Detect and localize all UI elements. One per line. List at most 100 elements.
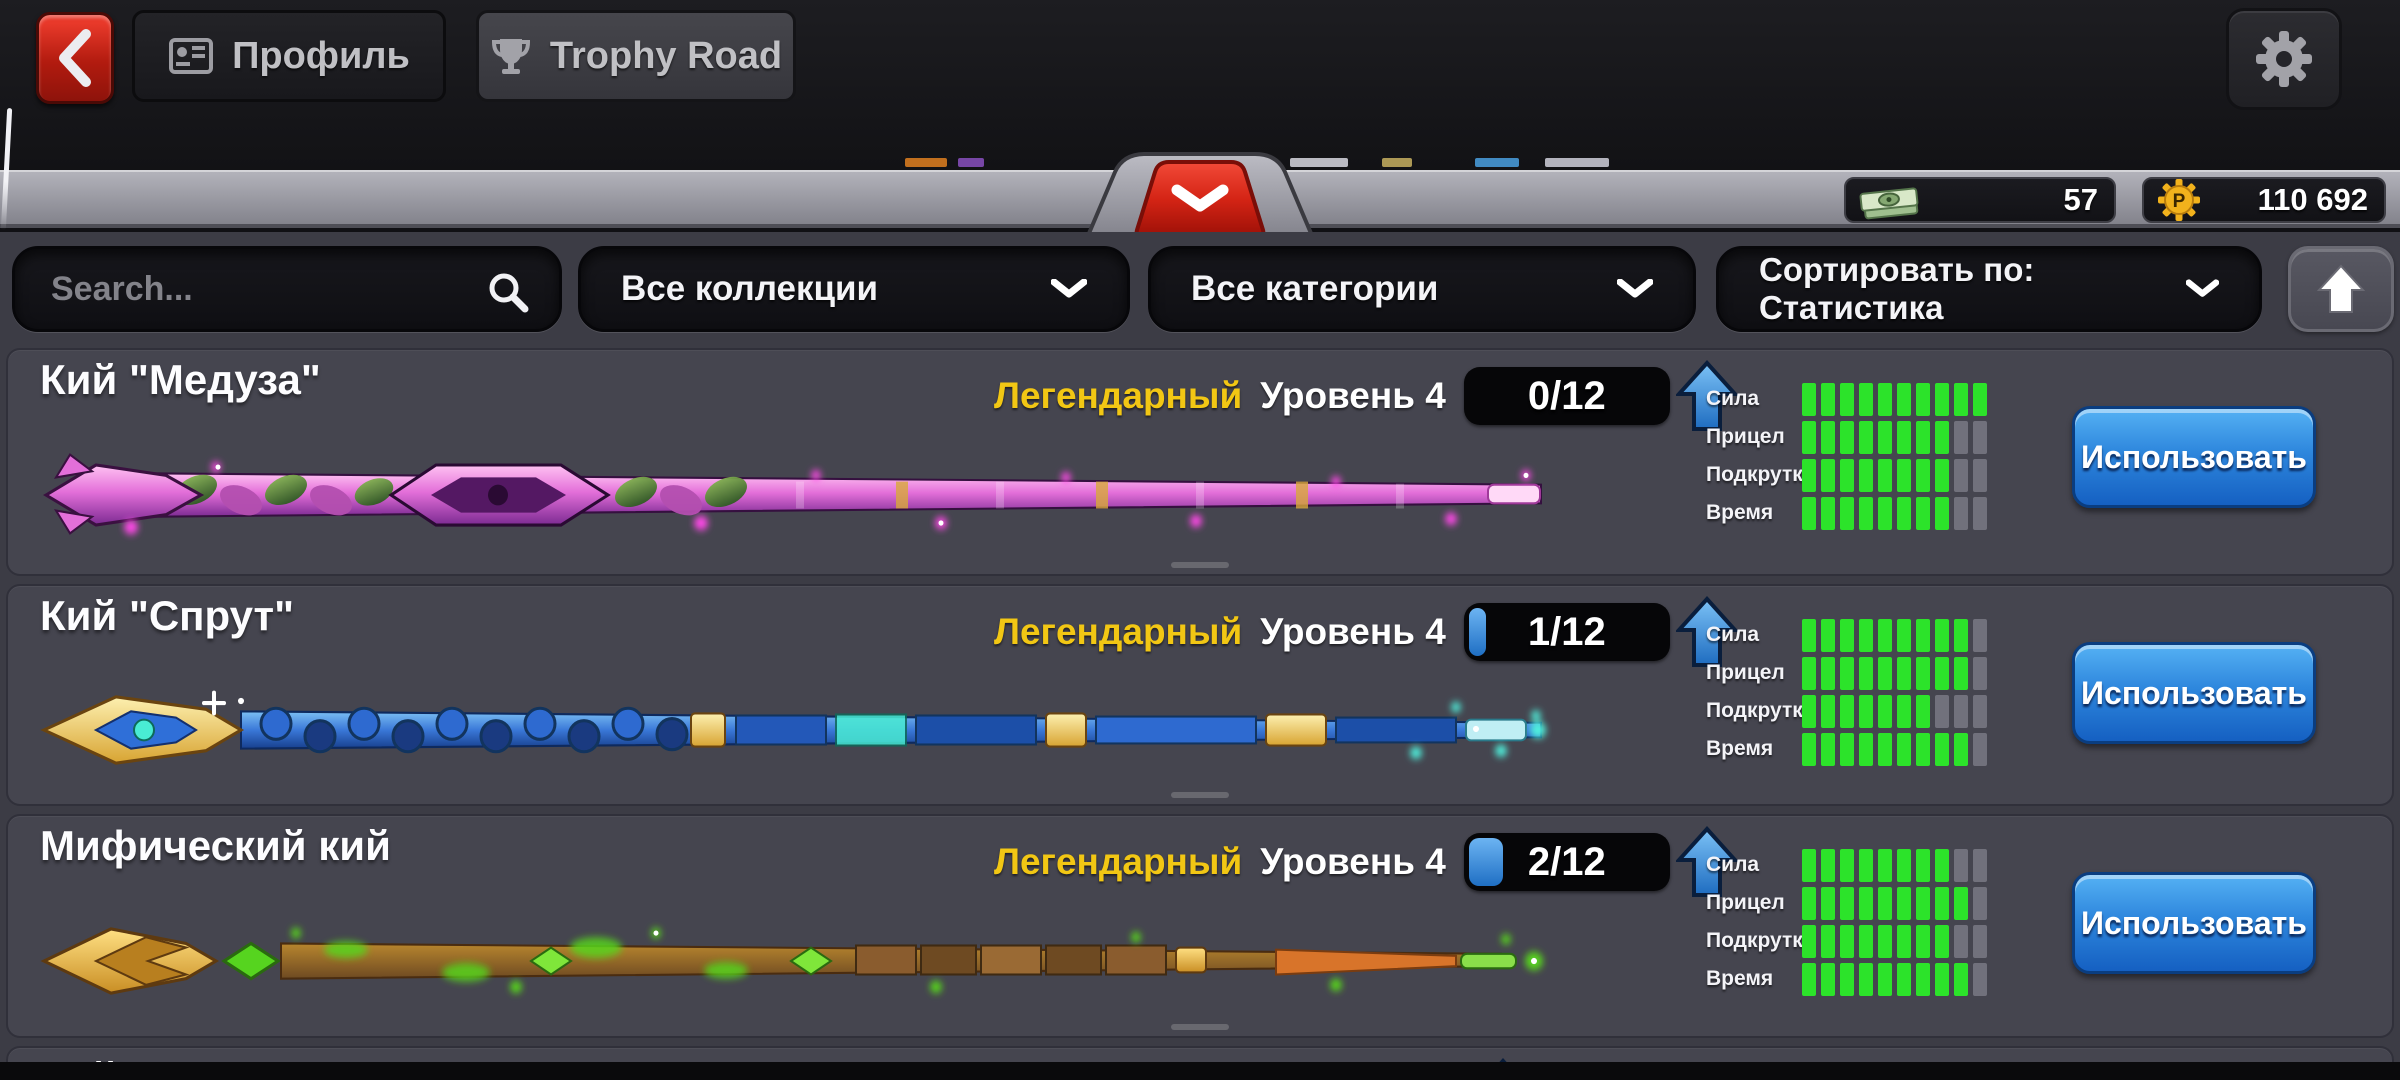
cue-row[interactable]: Кий "Спрут" Легендарный Уровень 4 1/12 xyxy=(6,584,2394,806)
stat-bars xyxy=(1802,924,1987,958)
chevron-down-icon xyxy=(1051,279,1087,298)
collapse-strip: 57 P 110 692 xyxy=(0,107,2400,238)
tab-profile-label: Профиль xyxy=(232,34,410,77)
profile-card-icon xyxy=(169,38,214,74)
cue-progress-fill xyxy=(1468,838,1504,886)
cue-row-partial[interactable]: Кий "М…" Легендарный 6/12 xyxy=(6,1046,2394,1062)
tab-profile[interactable]: Профиль xyxy=(132,10,446,102)
stat-label: Время xyxy=(1706,737,1774,760)
cue-name: Кий "Спрут" xyxy=(40,592,295,639)
stat-label: Подкрутка xyxy=(1706,463,1815,486)
cue-meta: Легендарный Уровень 4 0/12 xyxy=(994,360,1738,432)
row-drag-dash xyxy=(1171,1024,1229,1030)
use-cue-button[interactable]: Использовать xyxy=(2072,642,2316,744)
cue-list-panel: Все коллекции Все категории Сортировать … xyxy=(0,232,2400,1062)
cue-image-sprut xyxy=(36,672,1566,788)
search-input[interactable] xyxy=(49,249,479,329)
use-cue-button[interactable]: Использовать xyxy=(2072,406,2316,508)
cue-level: Уровень 4 xyxy=(1260,841,1446,882)
svg-text:P: P xyxy=(2173,191,2186,212)
stat-bars xyxy=(1802,732,1987,766)
stat-bars xyxy=(1802,694,1987,728)
stat-bars xyxy=(1802,382,1987,416)
stat-label: Сила xyxy=(1706,387,1760,410)
stat-label: Подкрутка xyxy=(1706,929,1815,952)
search-box[interactable] xyxy=(12,246,562,332)
cue-name: Кий "М…" xyxy=(40,1054,246,1062)
back-button[interactable] xyxy=(36,12,114,104)
cue-progress-fill xyxy=(1468,608,1486,656)
cue-level: Уровень 4 xyxy=(1260,611,1446,652)
clipped-banner-fragment xyxy=(905,158,947,167)
stat-label: Время xyxy=(1706,967,1774,990)
stat-bars xyxy=(1802,848,1987,882)
chevron-down-icon xyxy=(1617,279,1653,298)
cue-stats: Сила Прицел Подкрутка Время xyxy=(1706,846,1987,998)
stat-label: Прицел xyxy=(1706,425,1785,448)
search-icon xyxy=(489,273,529,313)
stat-label: Подкрутка xyxy=(1706,699,1815,722)
stat-bars xyxy=(1802,886,1987,920)
cue-progress-text: 2/12 xyxy=(1527,839,1606,884)
cue-name: Мифический кий xyxy=(40,822,391,869)
sort-direction-button[interactable] xyxy=(2288,246,2394,332)
cue-progress-text: 0/12 xyxy=(1527,373,1606,418)
upgrade-arrow-icon[interactable] xyxy=(1675,826,1738,898)
upgrade-arrow-icon[interactable] xyxy=(1675,596,1738,668)
clipped-banner-fragment xyxy=(1290,158,1348,167)
sort-dropdown-value: Сортировать по: Статистика xyxy=(1759,251,2035,326)
stat-label: Сила xyxy=(1706,853,1760,876)
cue-level: Уровень 4 xyxy=(1260,375,1446,416)
cue-stats: Сила Прицел Подкрутка Время xyxy=(1706,616,1987,768)
stat-label: Сила xyxy=(1706,623,1760,646)
cash-value: 57 xyxy=(2063,182,2098,217)
cue-image-mythic xyxy=(36,902,1566,1018)
cue-progress-pill: 2/12 xyxy=(1463,833,1670,891)
cue-meta: Легендарный 6/12 xyxy=(994,1058,1534,1062)
currency-bar: 57 P 110 692 xyxy=(1844,177,2386,223)
cash-counter[interactable]: 57 xyxy=(1844,177,2116,223)
coins-value: 110 692 xyxy=(2257,182,2368,217)
upgrade-arrow-icon[interactable] xyxy=(1675,360,1738,432)
stat-bars xyxy=(1802,618,1987,652)
cue-rarity: Легендарный xyxy=(994,841,1243,882)
stat-bars xyxy=(1802,420,1987,454)
cash-icon xyxy=(1859,187,1919,220)
chevron-down-icon xyxy=(1171,184,1229,212)
stat-label: Прицел xyxy=(1706,891,1785,914)
categories-dropdown[interactable]: Все категории xyxy=(1148,246,1696,332)
stat-bars xyxy=(1802,962,1987,996)
cue-meta: Легендарный Уровень 4 1/12 xyxy=(994,596,1738,668)
collections-dropdown[interactable]: Все коллекции xyxy=(578,246,1130,332)
coins-counter[interactable]: P 110 692 xyxy=(2142,177,2386,223)
collections-dropdown-value: Все коллекции xyxy=(621,269,879,308)
arrow-up-icon xyxy=(2317,264,2365,313)
clipped-banner-fragment xyxy=(958,158,984,167)
settings-button[interactable] xyxy=(2226,8,2342,110)
clipped-banner-fragment xyxy=(1382,158,1412,167)
cue-progress-text: 1/12 xyxy=(1527,609,1606,654)
bottom-letterbox xyxy=(0,1062,2400,1080)
pool-coin-icon: P xyxy=(2158,179,2200,221)
stat-label: Время xyxy=(1706,501,1774,524)
cue-progress-pill: 1/12 xyxy=(1463,603,1670,661)
cue-meta: Легендарный Уровень 4 2/12 xyxy=(994,826,1738,898)
tab-trophy-road[interactable]: Trophy Road xyxy=(476,10,796,102)
collapse-panel-button[interactable] xyxy=(1085,138,1315,238)
use-cue-button[interactable]: Использовать xyxy=(2072,872,2316,974)
stat-bars xyxy=(1802,496,1987,530)
cue-name: Кий "Медуза" xyxy=(40,356,321,403)
chevron-left-icon xyxy=(59,29,91,87)
row-drag-dash xyxy=(1171,562,1229,568)
cue-progress-pill: 0/12 xyxy=(1463,367,1670,425)
clipped-banner-fragment xyxy=(1545,158,1609,167)
sort-dropdown[interactable]: Сортировать по: Статистика xyxy=(1716,246,2262,332)
upgrade-arrow-icon[interactable] xyxy=(1472,1058,1534,1062)
clipped-banner-fragment xyxy=(1475,158,1519,167)
gear-icon xyxy=(2256,31,2312,87)
stat-label: Прицел xyxy=(1706,661,1785,684)
cue-image-medusa xyxy=(36,436,1566,552)
cue-row[interactable]: Мифический кий Легендарный Уровень 4 2/1… xyxy=(6,814,2394,1038)
cue-row[interactable]: Кий "Медуза" Легендарный Уровень 4 0/12 xyxy=(6,348,2394,576)
